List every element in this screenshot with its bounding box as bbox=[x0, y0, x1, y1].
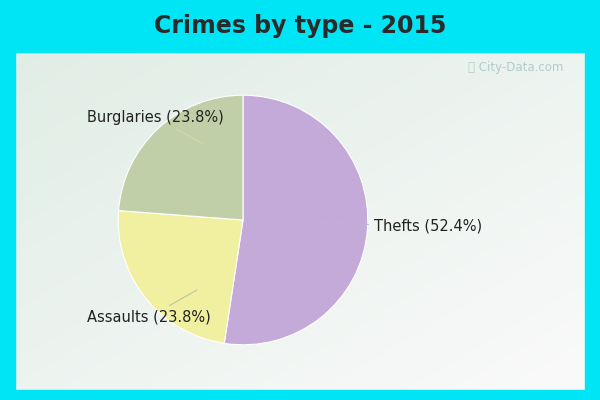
Text: Assaults (23.8%): Assaults (23.8%) bbox=[87, 290, 211, 325]
Bar bbox=[585, 0, 600, 400]
Wedge shape bbox=[119, 95, 243, 220]
Text: Burglaries (23.8%): Burglaries (23.8%) bbox=[87, 110, 224, 144]
Wedge shape bbox=[224, 95, 368, 345]
Wedge shape bbox=[118, 210, 243, 343]
Bar bbox=[0, 0, 15, 400]
Text: Thefts (52.4%): Thefts (52.4%) bbox=[311, 219, 482, 234]
Text: ⓘ City-Data.com: ⓘ City-Data.com bbox=[468, 62, 563, 74]
Bar bbox=[0, 0, 600, 52]
Bar bbox=[0, 390, 600, 400]
Text: Crimes by type - 2015: Crimes by type - 2015 bbox=[154, 14, 446, 38]
